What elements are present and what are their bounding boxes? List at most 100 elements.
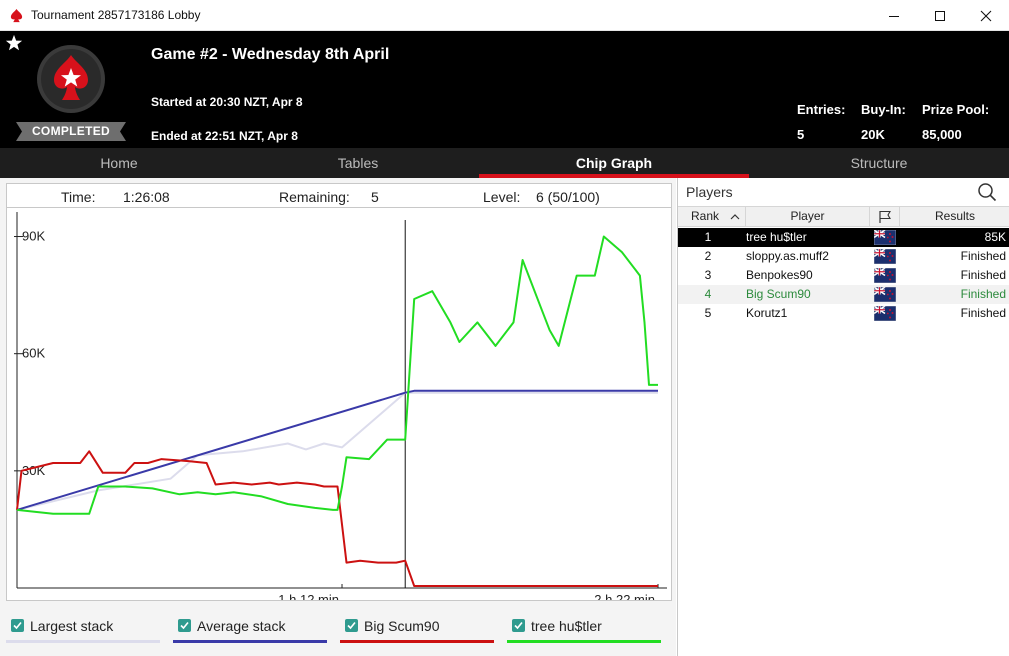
- status-badge: COMPLETED: [16, 122, 126, 141]
- players-panel: Players Rank Player Results 1 tree hu$tle…: [677, 178, 1009, 656]
- checkmark-icon: [180, 621, 189, 630]
- remaining-label: Remaining:: [279, 189, 350, 205]
- tab-chip-graph[interactable]: Chip Graph: [479, 148, 749, 178]
- player-rank: 4: [704, 287, 712, 301]
- player-rank: 3: [704, 268, 712, 282]
- player-result: Finished: [960, 287, 1006, 301]
- y-tick-label: 90K: [22, 229, 45, 244]
- title-bar: Tournament 2857173186 Lobby: [0, 0, 1009, 31]
- buyin-value: 20K: [861, 127, 885, 142]
- table-row[interactable]: 1 tree hu$tler 85K: [678, 228, 1009, 247]
- prize-pool-label: Prize Pool:: [922, 102, 990, 117]
- table-row[interactable]: 3 Benpokes90 Finished: [678, 266, 1009, 285]
- legend-checkbox[interactable]: [178, 619, 191, 632]
- prize-pool-value: 85,000: [922, 127, 962, 142]
- player-result: 85K: [984, 230, 1006, 244]
- players-table-header: Rank Player Results: [678, 206, 1009, 227]
- player-result: Finished: [960, 306, 1006, 320]
- minimize-icon: [889, 15, 899, 17]
- y-tick-label: 60K: [22, 346, 45, 361]
- legend-label: Largest stack: [30, 618, 114, 634]
- col-rank[interactable]: Rank: [678, 207, 746, 226]
- time-value: 1:26:08: [123, 189, 170, 205]
- player-name: tree hu$tler: [746, 230, 807, 244]
- checkmark-icon: [514, 621, 523, 630]
- x-tick-label: 2 h 22 min: [594, 592, 655, 600]
- tournament-header: COMPLETED Game #2 - Wednesday 8th April …: [0, 31, 1009, 148]
- col-flag[interactable]: [870, 207, 900, 226]
- player-name: Big Scum90: [746, 287, 811, 301]
- player-name: sloppy.as.muff2: [746, 249, 829, 263]
- level-label: Level:: [483, 189, 521, 205]
- favorite-star-icon[interactable]: [5, 34, 23, 52]
- close-button[interactable]: [963, 0, 1009, 31]
- legend-label: tree hu$tler: [531, 618, 602, 634]
- legend-checkbox[interactable]: [512, 619, 525, 632]
- series-largest-stack: [16, 391, 658, 511]
- maximize-icon: [935, 10, 945, 21]
- series-average-stack: [16, 389, 658, 511]
- table-row[interactable]: 4 Big Scum90 Finished: [678, 285, 1009, 304]
- col-player[interactable]: Player: [746, 207, 870, 226]
- nz-flag-icon: [874, 268, 896, 283]
- nz-flag-icon: [874, 287, 896, 302]
- legend-line: [6, 640, 160, 643]
- flag-outline-icon: [879, 210, 891, 223]
- chart-info-bar: Time: 1:26:08 Remaining: 5 Level: 6 (50/…: [7, 184, 671, 208]
- player-rank: 2: [704, 249, 712, 263]
- series-big-scum90: [16, 450, 658, 587]
- player-name: Korutz1: [746, 306, 788, 320]
- legend-line: [340, 640, 494, 643]
- tab-bar: Home Tables Chip Graph Structure: [0, 148, 1009, 178]
- status-badge-label: COMPLETED: [31, 124, 111, 138]
- level-value: 6 (50/100): [536, 189, 600, 205]
- tab-home[interactable]: Home: [100, 155, 138, 171]
- checkmark-icon: [13, 621, 22, 630]
- game-title: Game #2 - Wednesday 8th April: [151, 46, 390, 63]
- remaining-value: 5: [371, 189, 379, 205]
- legend-checkbox[interactable]: [11, 619, 24, 632]
- time-label: Time:: [61, 189, 96, 205]
- chart-frame: Time: 1:26:08 Remaining: 5 Level: 6 (50/…: [6, 183, 672, 601]
- tab-tables[interactable]: Tables: [337, 155, 379, 171]
- player-result: Finished: [960, 268, 1006, 282]
- tab-structure[interactable]: Structure: [850, 155, 908, 171]
- legend-checkbox[interactable]: [345, 619, 358, 632]
- player-rank: 5: [704, 306, 712, 320]
- maximize-button[interactable]: [917, 0, 963, 31]
- player-result: Finished: [960, 249, 1006, 263]
- spade-logo-icon: [10, 8, 23, 23]
- nz-flag-icon: [874, 306, 896, 321]
- table-row[interactable]: 5 Korutz1 Finished: [678, 304, 1009, 323]
- minimize-button[interactable]: [871, 0, 917, 31]
- player-name: Benpokes90: [746, 268, 813, 282]
- col-results[interactable]: Results: [934, 209, 975, 223]
- start-time: Started at 20:30 NZT, Apr 8: [151, 95, 303, 109]
- legend-line: [507, 640, 661, 643]
- nz-flag-icon: [874, 249, 896, 264]
- badge-ribbon: [16, 122, 126, 141]
- player-rank: 1: [704, 230, 712, 244]
- checkmark-icon: [347, 621, 356, 630]
- buyin-label: Buy-In:: [861, 102, 906, 117]
- table-row[interactable]: 2 sloppy.as.muff2 Finished: [678, 247, 1009, 266]
- chip-graph-panel: Time: 1:26:08 Remaining: 5 Level: 6 (50/…: [0, 178, 676, 656]
- entries-label: Entries:: [797, 102, 846, 117]
- entries-value: 5: [797, 127, 805, 142]
- nz-flag-icon: [874, 230, 896, 245]
- close-icon: [980, 10, 992, 21]
- sort-ascending-icon: [730, 214, 740, 220]
- legend-label: Big Scum90: [364, 618, 440, 634]
- window-title: Tournament 2857173186 Lobby: [31, 8, 201, 22]
- players-title: Players: [686, 184, 733, 200]
- end-time: Ended at 22:51 NZT, Apr 8: [151, 129, 298, 143]
- legend-line: [173, 640, 327, 643]
- series-tree-hustler: [16, 235, 658, 515]
- x-tick-label: 1 h 12 min: [278, 592, 339, 600]
- pokerstars-logo-icon: [37, 45, 105, 113]
- search-icon[interactable]: [977, 182, 997, 202]
- legend-label: Average stack: [197, 618, 286, 634]
- col-rank-label: Rank: [691, 209, 720, 223]
